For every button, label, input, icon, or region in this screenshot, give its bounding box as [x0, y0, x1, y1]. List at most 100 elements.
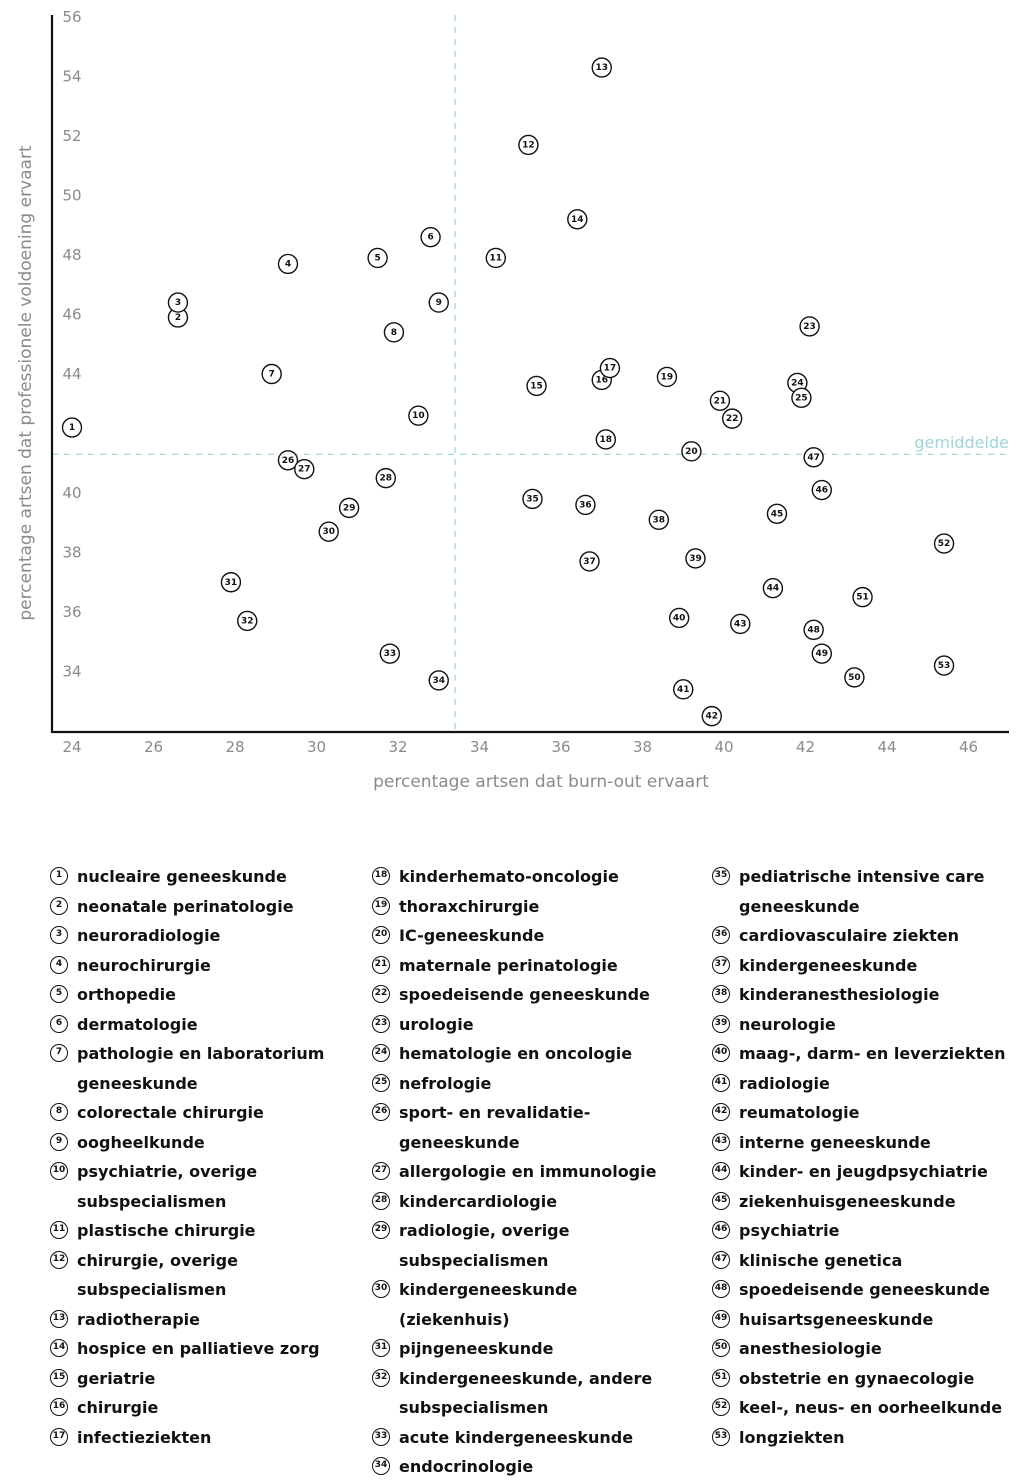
legend-label: IC-geneeskunde [399, 926, 545, 945]
y-tick-label: 46 [62, 306, 81, 324]
data-point-marker [656, 366, 678, 388]
data-point-marker [799, 316, 820, 337]
data-point-marker [721, 408, 743, 429]
legend-number-badge: 12 [50, 1250, 68, 1269]
legend-label: colorectale chirurgie [77, 1103, 264, 1122]
legend-label: psychiatrie [739, 1221, 840, 1240]
data-point-marker [167, 292, 189, 313]
legend-label: maternale perinatologie [399, 955, 618, 975]
legend-item: 16 chirurgie [50, 1393, 350, 1423]
legend-label: thoraxchirurgie [399, 896, 540, 916]
data-point-label: 9 [436, 298, 442, 308]
legend-label: neuroradiologie [77, 926, 221, 945]
legend-number-badge: 4 [50, 955, 68, 974]
x-tick-label: 44 [877, 738, 896, 756]
data-point-10: 10 [408, 405, 429, 426]
legend-column-3: 35 pediatrische intensive care geneeskund… [712, 862, 1012, 1452]
y-tick-label: 48 [62, 246, 81, 264]
legend-label: dermatologie [77, 1014, 198, 1034]
legend-number-badge: 2 [50, 896, 68, 915]
legend-number-badge: 27 [372, 1162, 390, 1180]
data-point-marker [61, 417, 83, 438]
legend-item: 18 kinderhemato-oncologie [372, 862, 692, 892]
legend-label: oogheelkunde [77, 1132, 205, 1152]
data-point-17: 17 [599, 357, 621, 379]
y-tick-label: 36 [62, 603, 81, 621]
legend-item: 13 radiotherapie [50, 1305, 350, 1335]
data-point-36: 36 [575, 494, 596, 516]
legend-label: kindergeneeskunde, andere subspecialisme… [399, 1368, 653, 1418]
legend-item: 46 psychiatrie [712, 1216, 1012, 1246]
legend-label: neurologie [739, 1014, 836, 1034]
legend-label: huisartsgeneeskunde [739, 1309, 934, 1329]
legend-number-badge: 24 [372, 1044, 390, 1062]
data-point-label: 24 [791, 378, 804, 388]
legend-label: anesthesiologie [739, 1339, 882, 1358]
legend-number-badge: 48 [712, 1280, 730, 1298]
legend-number-badge: 30 [372, 1280, 390, 1298]
legend-item: 52 keel-, neus- en oorheelkunde [712, 1393, 1012, 1423]
data-point-label: 7 [269, 370, 275, 380]
data-point-label: 13 [595, 63, 608, 73]
data-point-marker [811, 479, 832, 501]
data-point-marker [591, 57, 612, 78]
legend-number-badge: 29 [372, 1221, 390, 1239]
data-point-label: 35 [526, 494, 539, 504]
legend-column-1: 1 nucleaire geneeskunde 2 neonatale perinat… [50, 862, 350, 1452]
data-point-marker [261, 363, 282, 385]
data-point-marker [383, 322, 405, 343]
data-point-label: 10 [412, 411, 425, 421]
legend-item: 45 ziekenhuisgeneeskunde [712, 1187, 1012, 1217]
data-point-marker [338, 497, 360, 519]
data-point-label: 37 [583, 557, 596, 567]
legend-number-badge: 26 [372, 1103, 390, 1121]
data-point-52: 52 [933, 533, 955, 554]
y-tick-label: 34 [62, 663, 81, 681]
legend-label: pijngeneeskunde [399, 1339, 554, 1358]
legend-number-badge: 18 [372, 867, 390, 885]
data-point-6: 6 [420, 226, 441, 248]
legend-item: 48 spoedeisende geneeskunde [712, 1275, 1012, 1305]
data-point-25: 25 [791, 387, 812, 408]
legend-number-badge: 21 [372, 955, 390, 974]
legend-number-badge: 17 [50, 1427, 68, 1446]
data-point-label: 19 [661, 372, 674, 382]
data-point-43: 43 [730, 613, 751, 635]
data-point-marker [420, 226, 441, 248]
legend-item: 6 dermatologie [50, 1010, 350, 1040]
legend-number-badge: 5 [50, 985, 68, 1003]
legend-item: 2 neonatale perinatologie [50, 892, 350, 922]
legend-item: 41 radiologie [712, 1069, 1012, 1099]
data-point-label: 3 [175, 298, 181, 308]
legend-number-badge: 34 [372, 1457, 390, 1475]
legend-label: pediatrische intensive care geneeskunde [739, 867, 985, 916]
legend-number-badge: 13 [50, 1309, 68, 1328]
data-point-marker [681, 441, 702, 462]
legend-item: 10 psychiatrie, overige subspecialismen [50, 1157, 350, 1216]
data-point-9: 9 [428, 292, 449, 313]
legend-label: kindercardiologie [399, 1191, 558, 1211]
data-point-marker [730, 613, 751, 635]
legend-number-badge: 42 [712, 1103, 730, 1121]
data-point-marker [762, 578, 784, 599]
legend-number-badge: 25 [372, 1073, 390, 1092]
legend-number-badge: 44 [712, 1162, 730, 1180]
legend-number-badge: 7 [50, 1044, 68, 1062]
data-point-label: 20 [685, 447, 698, 457]
x-tick-label: 24 [62, 738, 81, 756]
data-point-marker [803, 619, 824, 641]
x-tick-label: 38 [633, 738, 652, 756]
legend-item: 35 pediatrische intensive care geneeskund… [712, 862, 1012, 921]
data-point-4: 4 [277, 253, 299, 275]
data-point-30: 30 [318, 521, 339, 542]
data-point-label: 42 [706, 712, 719, 722]
legend-label: neonatale perinatologie [77, 896, 294, 916]
data-point-label: 1 [69, 423, 75, 433]
data-point-marker [933, 533, 955, 554]
data-point-32: 32 [237, 610, 258, 632]
legend-label: acute kindergeneeskunde [399, 1427, 634, 1447]
legend-number-badge: 23 [372, 1014, 390, 1033]
data-point-label: 29 [343, 503, 356, 513]
data-point-label: 38 [653, 515, 666, 525]
y-tick-label: 56 [62, 8, 81, 26]
